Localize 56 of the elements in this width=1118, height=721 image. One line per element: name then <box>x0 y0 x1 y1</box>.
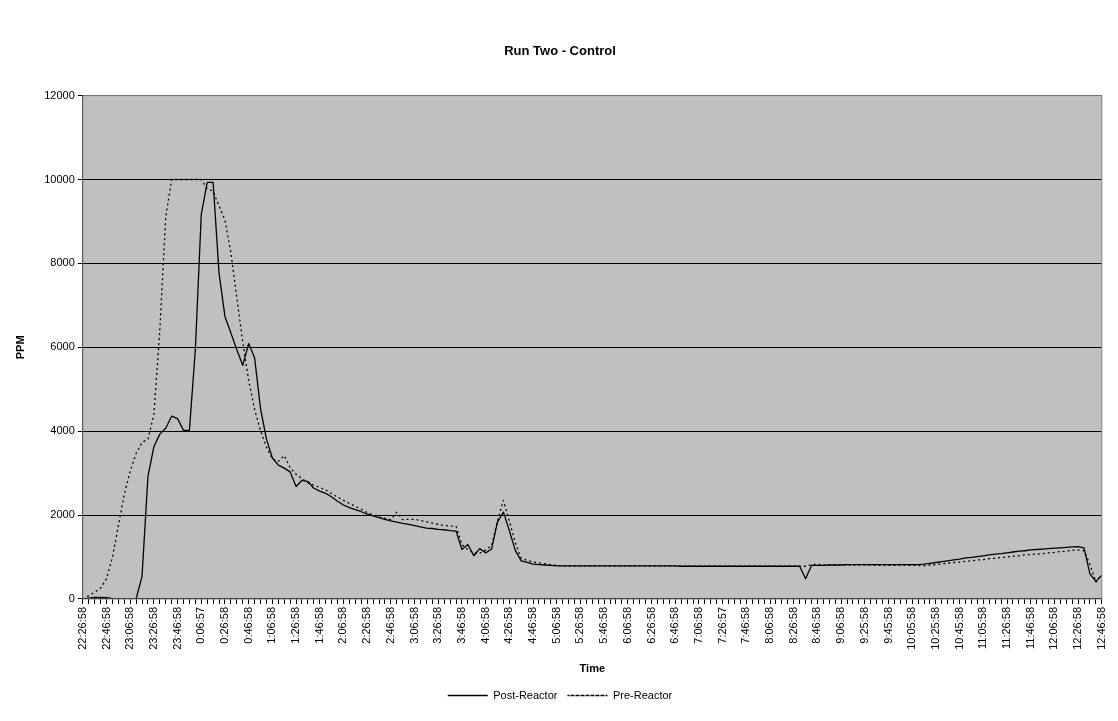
x-tick-label: 3:26:58 <box>431 606 444 644</box>
x-tick-label: 4:26:58 <box>502 606 515 644</box>
x-tick-label: 7:26:57 <box>715 606 728 644</box>
x-tick-label: 2:46:58 <box>383 606 396 644</box>
x-tick-label: 2:06:58 <box>336 606 349 644</box>
x-tick-label: 1:46:58 <box>312 606 325 644</box>
x-axis-title: Time <box>579 662 606 675</box>
x-tick-label: 12:06:58 <box>1047 606 1060 650</box>
x-tick-label: 11:46:58 <box>1023 606 1036 649</box>
x-tick-label: 5:46:58 <box>597 606 610 644</box>
y-tick-label: 2000 <box>50 508 75 521</box>
x-tick-label: 6:46:58 <box>668 606 681 644</box>
y-tick-label: 12000 <box>44 88 75 101</box>
x-tick-label: 7:46:58 <box>739 606 752 644</box>
x-tick-label: 4:06:58 <box>478 606 491 644</box>
x-tick-label: 9:25:58 <box>857 606 870 644</box>
x-tick-label: 0:26:58 <box>218 606 231 644</box>
x-tick-label: 5:26:58 <box>573 606 586 644</box>
y-tick-label: 6000 <box>50 340 75 353</box>
x-tick-label: 7:06:58 <box>691 606 704 644</box>
x-tick-label: 23:46:58 <box>170 606 183 650</box>
x-tick-label: 9:06:58 <box>834 606 847 644</box>
x-tick-label: 4:46:58 <box>526 606 539 644</box>
y-tick-label: 8000 <box>50 256 75 269</box>
y-axis-title: PPM <box>13 335 26 360</box>
x-tick-label: 3:06:58 <box>407 606 420 644</box>
x-tick-label: 1:26:58 <box>289 606 302 644</box>
x-tick-label: 8:26:58 <box>786 606 799 644</box>
legend-label: Post-Reactor <box>493 688 558 701</box>
legend-label: Pre-Reactor <box>612 688 673 701</box>
x-tick-label: 23:06:58 <box>123 606 136 650</box>
x-tick-label: 1:06:58 <box>265 606 278 644</box>
chart-title: Run Two - Control <box>504 43 616 59</box>
x-tick-label: 6:06:58 <box>620 606 633 644</box>
x-tick-label: 10:25:58 <box>928 606 941 650</box>
x-tick-label: 3:46:58 <box>454 606 467 644</box>
x-tick-label: 23:26:58 <box>146 606 159 650</box>
x-tick-label: 11:05:58 <box>976 606 989 649</box>
x-tick-label: 12:46:58 <box>1094 606 1107 650</box>
x-tick-label: 5:06:58 <box>549 606 562 644</box>
x-tick-label: 11:26:58 <box>1000 606 1013 649</box>
x-tick-label: 12:26:58 <box>1071 606 1084 650</box>
x-tick-label: 2:26:58 <box>360 606 373 644</box>
x-tick-label: 22:46:58 <box>99 606 112 650</box>
x-tick-label: 10:45:58 <box>952 606 965 650</box>
x-tick-label: 8:46:58 <box>810 606 823 644</box>
x-tick-label: 22:26:58 <box>75 606 88 650</box>
x-tick-label: 8:06:58 <box>763 606 776 644</box>
x-tick-label: 0:06:57 <box>194 606 207 644</box>
y-tick-label: 4000 <box>50 424 75 437</box>
y-tick-label: 10000 <box>44 172 75 185</box>
x-tick-label: 0:46:58 <box>241 606 254 644</box>
x-tick-label: 9:45:58 <box>881 606 894 644</box>
x-tick-label: 6:26:58 <box>644 606 657 644</box>
x-tick-label: 10:05:58 <box>905 606 918 650</box>
y-tick-label: 0 <box>68 592 75 605</box>
